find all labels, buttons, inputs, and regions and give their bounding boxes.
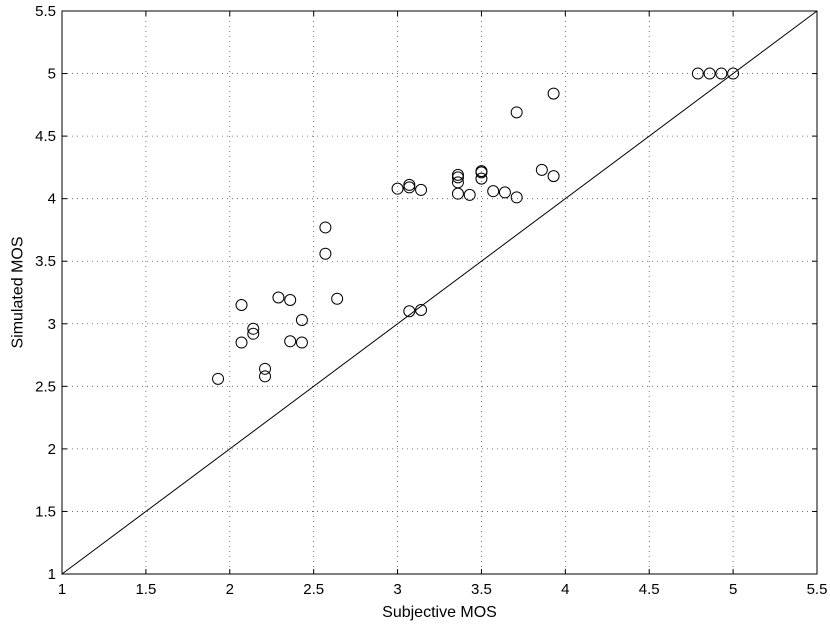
axis-ticks: [61, 10, 818, 575]
grid: [62, 11, 817, 574]
x-tick-label: 5: [729, 581, 737, 598]
x-tick-label: 3.5: [471, 581, 492, 598]
data-point: [510, 191, 523, 204]
x-tick-label: 4.5: [639, 581, 660, 598]
data-point: [403, 178, 416, 191]
data-point: [715, 67, 728, 80]
x-tick-labels: 1 1.5 2 2.5 3 3.5 4 4.5 5 5.5: [58, 581, 828, 598]
x-tick-label: 1: [58, 581, 66, 598]
x-tick-label: 3: [393, 581, 401, 598]
data-point: [547, 170, 560, 183]
data-point: [451, 168, 464, 181]
data-point: [391, 182, 404, 195]
plot-frame: [61, 10, 818, 575]
data-point: [235, 299, 248, 312]
data-point: [475, 166, 488, 179]
data-point: [510, 106, 523, 119]
x-tick-label: 4: [561, 581, 569, 598]
y-tick-label: 1: [48, 566, 56, 583]
data-point: [295, 336, 308, 349]
data-point: [212, 372, 225, 385]
x-axis-label: Subjective MOS: [382, 604, 497, 621]
data-point: [547, 87, 560, 100]
data-point: [727, 67, 740, 80]
data-point: [272, 291, 285, 304]
y-tick-label: 4.5: [35, 128, 56, 145]
data-point: [451, 171, 464, 184]
y-tick-label: 2: [48, 441, 56, 458]
data-point: [331, 292, 344, 305]
data-point: [319, 247, 332, 260]
y-tick-label: 2.5: [35, 378, 56, 395]
y-axis-label: Simulated MOS: [10, 236, 27, 348]
data-point: [284, 335, 297, 348]
reference-line: [61, 10, 818, 575]
x-tick-label: 2.5: [303, 581, 324, 598]
data-point: [451, 187, 464, 200]
data-point: [498, 186, 511, 199]
data-point: [415, 304, 428, 317]
y-tick-label: 3: [48, 316, 56, 333]
data-point: [319, 221, 332, 234]
data-points: [212, 67, 740, 385]
data-point: [259, 370, 272, 383]
data-point: [703, 67, 716, 80]
x-tick-label: 1.5: [135, 581, 156, 598]
y-tick-label: 5.5: [35, 3, 56, 20]
x-tick-label: 5.5: [807, 581, 828, 598]
data-point: [247, 322, 260, 335]
data-point: [284, 294, 297, 307]
y-tick-label: 5: [48, 66, 56, 83]
data-point: [535, 163, 548, 176]
data-point: [259, 362, 272, 375]
data-point: [475, 172, 488, 185]
data-point: [247, 327, 260, 340]
data-point: [415, 183, 428, 196]
data-point: [487, 185, 500, 198]
data-point: [403, 305, 416, 318]
data-point: [403, 181, 416, 194]
x-tick-label: 2: [226, 581, 234, 598]
y-tick-label: 4: [48, 191, 56, 208]
y-tick-labels: 1 1.5 2 2.5 3 3.5 4 4.5 5 5.5: [35, 3, 56, 583]
data-point: [463, 188, 476, 201]
y-tick-label: 3.5: [35, 253, 56, 270]
data-point: [295, 314, 308, 327]
data-point: [235, 336, 248, 349]
y-tick-label: 1.5: [35, 503, 56, 520]
data-point: [691, 67, 704, 80]
